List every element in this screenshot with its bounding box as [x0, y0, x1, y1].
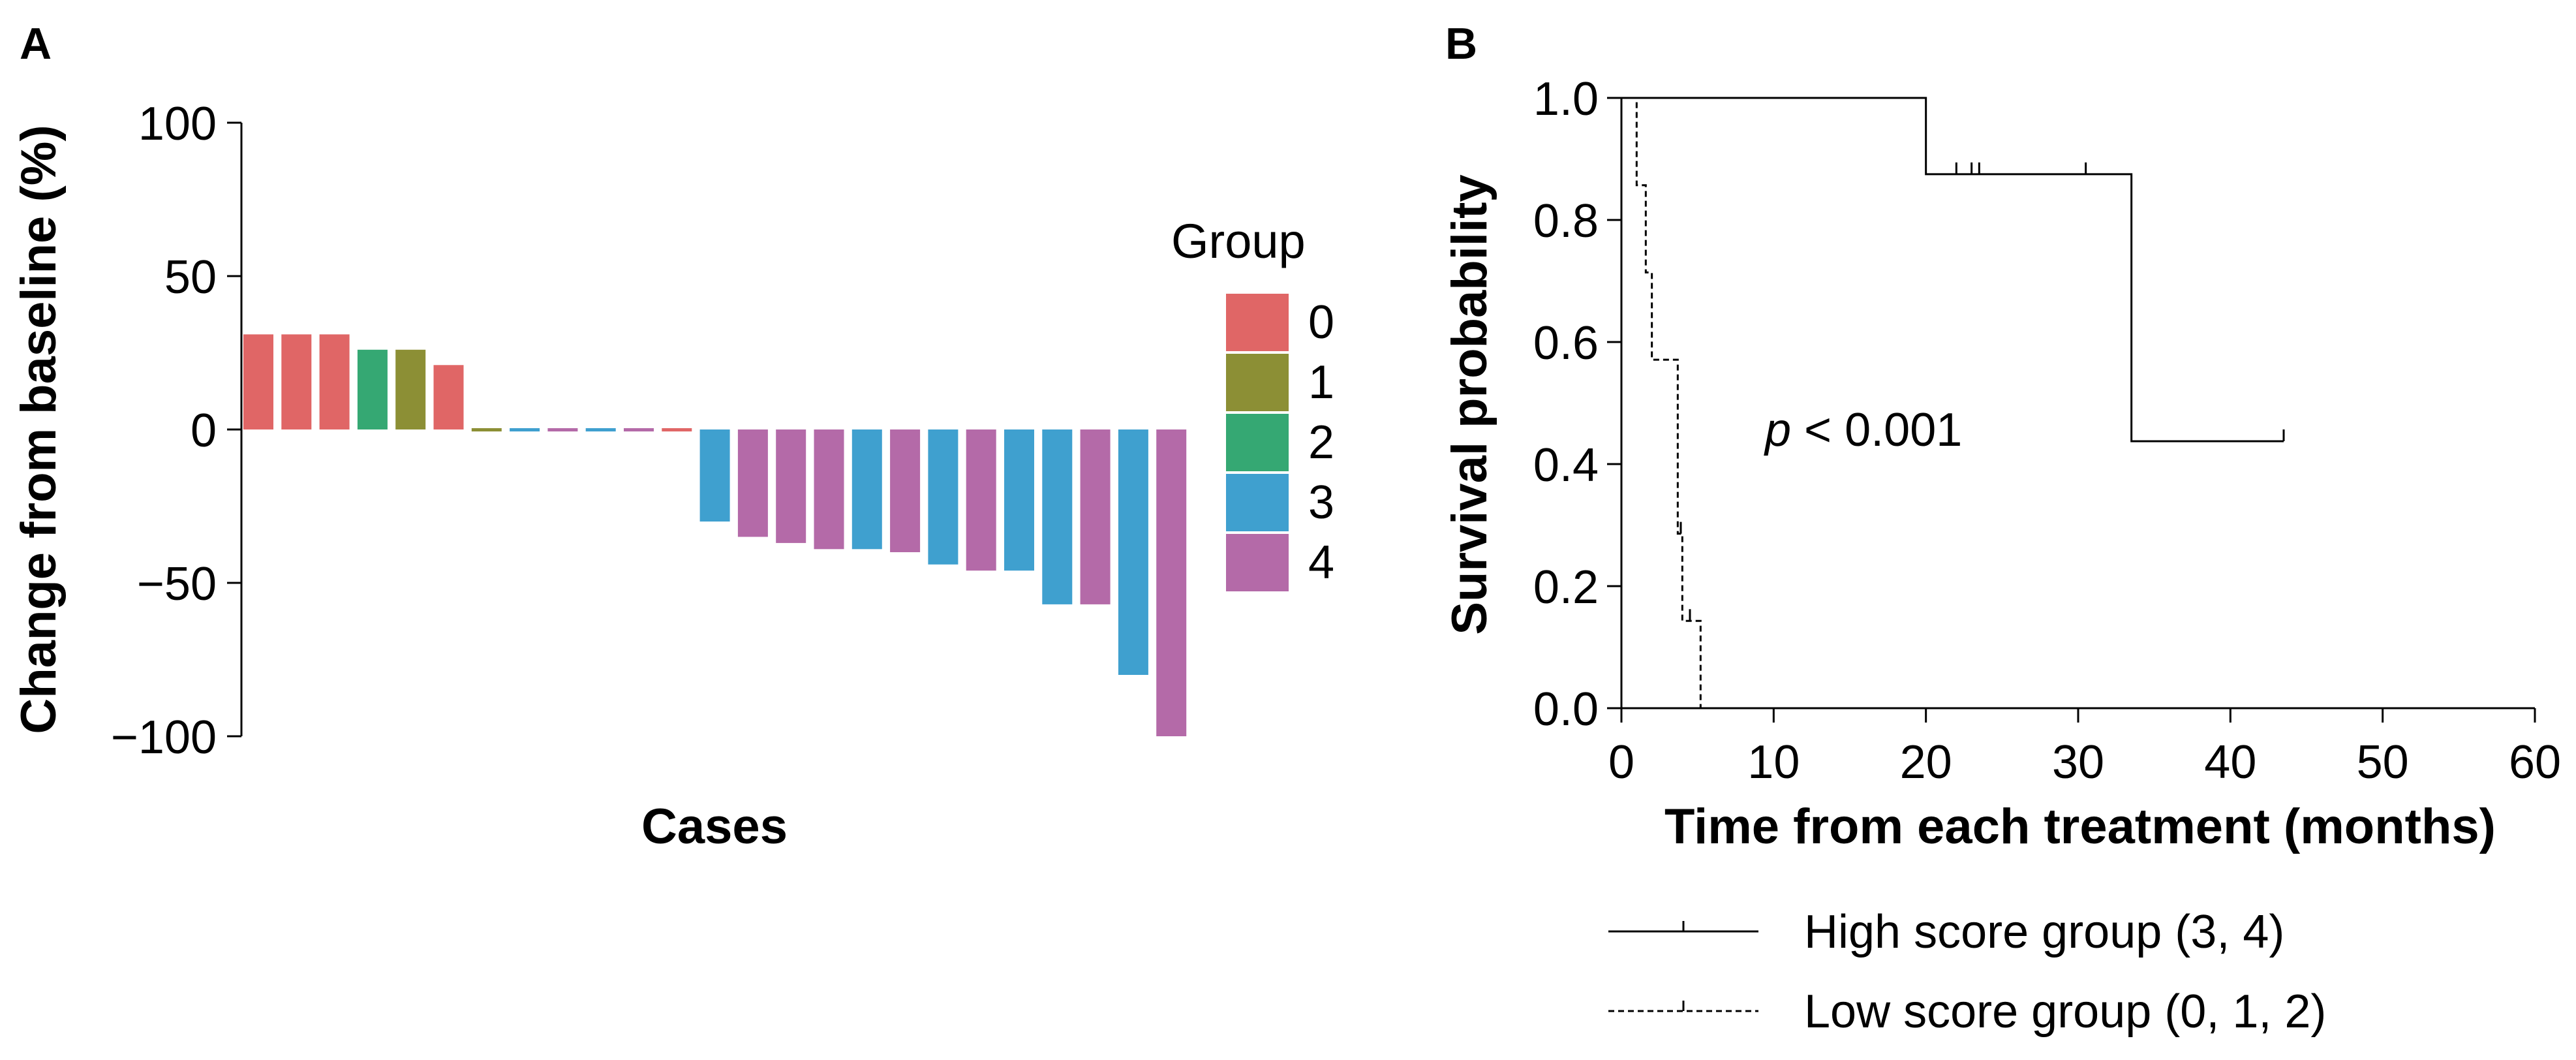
bar — [737, 429, 768, 537]
legend-label: High score group (3, 4) — [1804, 906, 2284, 958]
panel-label-b: B — [1445, 19, 1477, 69]
bar — [776, 429, 806, 543]
bar — [624, 428, 654, 431]
y-tick-label: 0 — [191, 405, 217, 457]
y-tick-group: 100 50 0 −50 −100 — [111, 98, 241, 764]
km-panel: B 0.0 0.2 0.4 0.6 0.8 1.0 0 10 20 30 40 50 60 Survi… — [1442, 19, 2561, 1038]
y-tick-label: 1.0 — [1533, 73, 1599, 125]
bar — [662, 428, 692, 431]
y-tick-label: 0.2 — [1533, 561, 1599, 614]
x-tick-label: 60 — [2509, 736, 2561, 788]
legend-label: 2 — [1308, 416, 1334, 469]
bar — [1156, 429, 1187, 736]
x-axis-title: Time from each treatment (months) — [1664, 799, 2496, 854]
km-legend: High score group (3, 4) Low score group (… — [1608, 906, 2326, 1038]
bar — [1080, 429, 1111, 604]
y-tick-group: 0.0 0.2 0.4 0.6 0.8 1.0 — [1533, 73, 1621, 736]
bar — [281, 334, 312, 429]
bar — [433, 365, 464, 429]
bar-group — [243, 334, 1187, 736]
y-tick-label: −50 — [137, 558, 217, 610]
y-tick-label: 0.8 — [1533, 195, 1599, 247]
bar — [851, 429, 882, 550]
bar — [319, 334, 350, 429]
legend: Group 0 1 2 3 4 — [1171, 214, 1334, 594]
legend-label: 0 — [1308, 296, 1334, 349]
x-tick-label: 30 — [2052, 736, 2104, 788]
y-tick-label: 100 — [138, 98, 217, 150]
x-tick-label: 50 — [2357, 736, 2409, 788]
x-tick-label: 20 — [1900, 736, 1952, 788]
legend-label: 1 — [1308, 356, 1334, 409]
bar — [395, 349, 426, 429]
legend-items: 0 1 2 3 4 — [1223, 291, 1334, 594]
legend-swatch — [1223, 471, 1291, 534]
y-tick-label: 50 — [164, 251, 217, 304]
bar — [471, 428, 502, 431]
legend-label: Low score group (0, 1, 2) — [1804, 986, 2326, 1038]
survival-curves — [1621, 97, 2285, 708]
high-score-curve — [1621, 97, 2284, 443]
panel-label-a: A — [20, 19, 52, 69]
p-symbol: p — [1764, 404, 1791, 456]
bar — [966, 429, 996, 571]
y-tick-label: 0.4 — [1533, 439, 1599, 491]
y-tick-label: 0.6 — [1533, 317, 1599, 369]
y-axis-title: Survival probability — [1442, 174, 1497, 634]
bar — [928, 429, 958, 565]
x-tick-label: 40 — [2204, 736, 2256, 788]
x-tick-group: 0 10 20 30 40 50 60 — [1608, 708, 2561, 788]
legend-swatch — [1223, 411, 1291, 474]
bar — [1042, 429, 1073, 604]
bar — [547, 428, 578, 431]
p-value-text: < 0.001 — [1791, 404, 1962, 456]
p-value-annotation: p < 0.001 — [1764, 404, 1962, 456]
y-tick-label: −100 — [111, 711, 217, 764]
legend-label: 4 — [1308, 537, 1334, 589]
bar — [357, 349, 388, 429]
bar — [1004, 429, 1034, 571]
x-tick-label: 0 — [1608, 736, 1634, 788]
bar — [814, 429, 844, 550]
bar — [890, 429, 921, 552]
legend-title: Group — [1171, 214, 1306, 268]
bar — [585, 428, 616, 431]
y-axis-title: Change from baseline (%) — [11, 125, 67, 734]
low-score-curve — [1621, 97, 1702, 708]
legend-swatch — [1223, 531, 1291, 594]
legend-label: 3 — [1308, 476, 1334, 529]
bar — [243, 334, 273, 429]
y-tick-label: 0.0 — [1533, 683, 1599, 736]
waterfall-panel: A 100 50 0 −50 −100 Change from baseline (%)… — [11, 19, 1334, 854]
bar — [699, 429, 730, 522]
x-axis-title: Cases — [641, 799, 788, 854]
bar — [510, 428, 540, 431]
legend-swatch — [1223, 351, 1291, 414]
x-tick-label: 10 — [1747, 736, 1800, 788]
bar — [1118, 429, 1148, 675]
legend-swatch — [1223, 291, 1291, 354]
